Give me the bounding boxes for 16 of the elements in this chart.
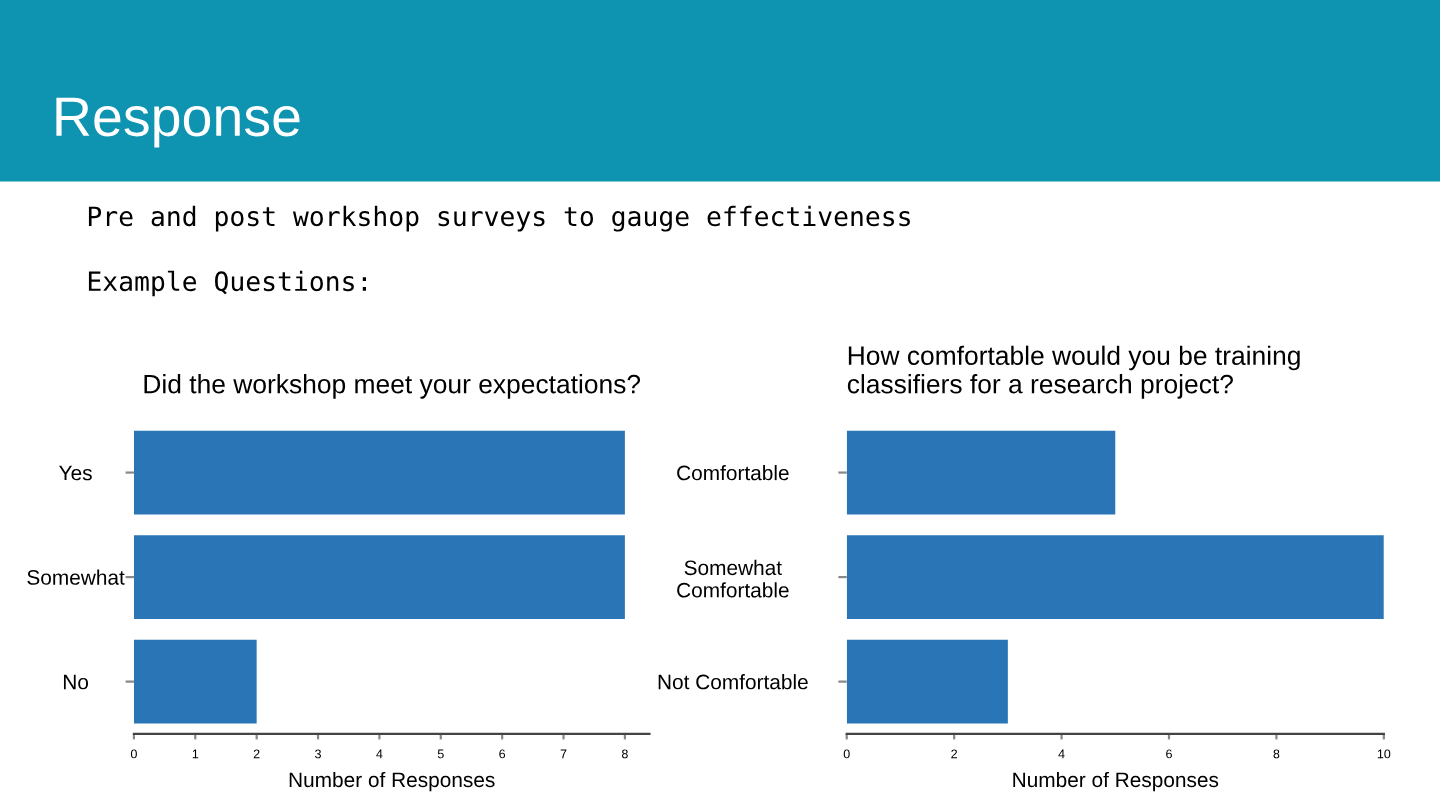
y-tick-label: Somewhat: [27, 569, 125, 585]
bar: [846, 535, 1384, 619]
bar: [846, 639, 1008, 724]
text: Pre and post workshop surveys to gauge effectiveness: [88, 205, 910, 232]
y-tick-label: No: [63, 674, 89, 690]
x-axis-title: Number of Responses: [1013, 771, 1219, 792]
y-tick-label: Yes: [59, 465, 92, 481]
chart-title: How comfortable would you be training classifiers for a research project?: [847, 345, 1300, 399]
y-tick-label: Comfortable: [677, 465, 789, 481]
y-tick-label: Not Comfortable: [658, 674, 808, 690]
chart-title: Did the workshop meet your expectations?: [144, 374, 641, 399]
y-tick-label: Somewhat Comfortable: [677, 559, 789, 598]
bar: [846, 430, 1116, 515]
text: Example Questions:: [88, 270, 367, 297]
text: Response: [56, 97, 300, 148]
x-axis-title: Number of Responses: [289, 771, 495, 792]
